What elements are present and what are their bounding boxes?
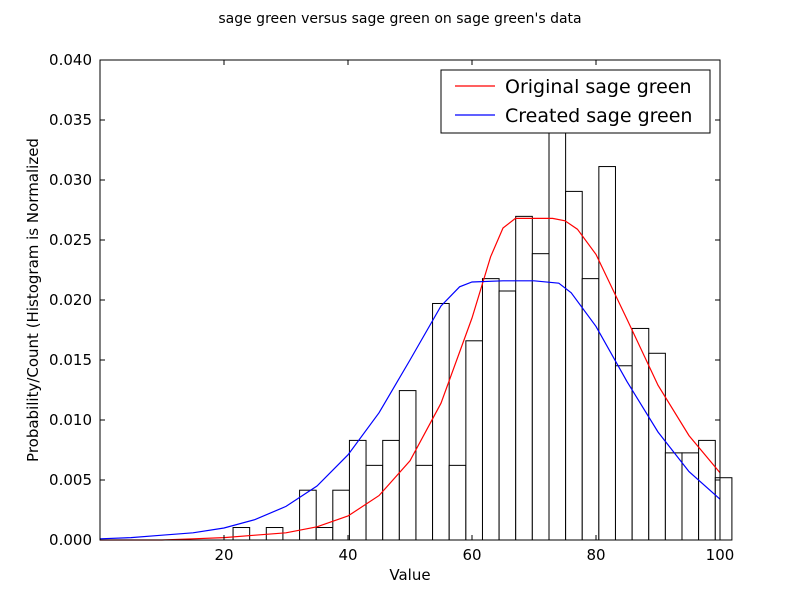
x-tick-label: 40 [338,546,357,564]
x-tick-label: 80 [586,546,605,564]
histogram-bar [648,352,666,541]
y-tick-label: 0.030 [49,171,92,189]
histogram-bar [432,302,450,541]
series-line-2 [99,280,721,540]
histogram-bar [382,439,400,541]
histogram-bar [332,489,350,541]
histogram-bar [415,464,434,541]
y-tick-label: 0.025 [49,231,92,249]
histogram-bar [448,464,467,541]
histogram-bar [315,527,334,541]
histogram-bar [481,278,500,541]
y-axis-label: Probability/Count (Histogram is Normaliz… [24,138,42,462]
histogram-bar [232,527,251,541]
histogram-bar [598,166,616,541]
x-tick-label: 100 [706,546,735,564]
y-tick-label: 0.040 [49,51,92,69]
plot-area: 20 40 60 80 100 0.000 0.005 0.010 0.015 0.020 0.02… [49,51,734,564]
legend-box [440,69,711,134]
y-tick-label: 0.005 [49,471,92,489]
x-tick-label: 20 [214,546,233,564]
y-tick-label: 0.010 [49,411,92,429]
histogram-bar [531,253,550,541]
histogram-bar [548,128,567,541]
legend-label: Original sage green [505,76,692,98]
chart-title: sage green versus sage green on sage gre… [218,11,581,27]
histogram-bar [565,190,583,541]
histogram-bar [664,452,683,541]
histogram-bar [581,278,600,541]
y-tick-label: 0.020 [49,291,92,309]
histogram-bar [348,439,367,541]
x-tick-label: 60 [462,546,481,564]
y-tick-label: 0.000 [49,531,92,549]
histogram-bar [614,365,633,541]
histogram-bar [398,390,417,541]
histogram-bar [515,215,533,541]
y-tick-label: 0.015 [49,351,92,369]
histogram-bar [465,340,483,541]
legend-label: Created sage green [505,105,692,127]
histogram-bar [299,489,317,541]
histogram-bar [698,439,716,541]
x-axis-label: Value [389,566,430,584]
histogram-bar [714,477,733,541]
histogram-bar [498,290,517,541]
y-tick-label: 0.035 [49,111,92,129]
